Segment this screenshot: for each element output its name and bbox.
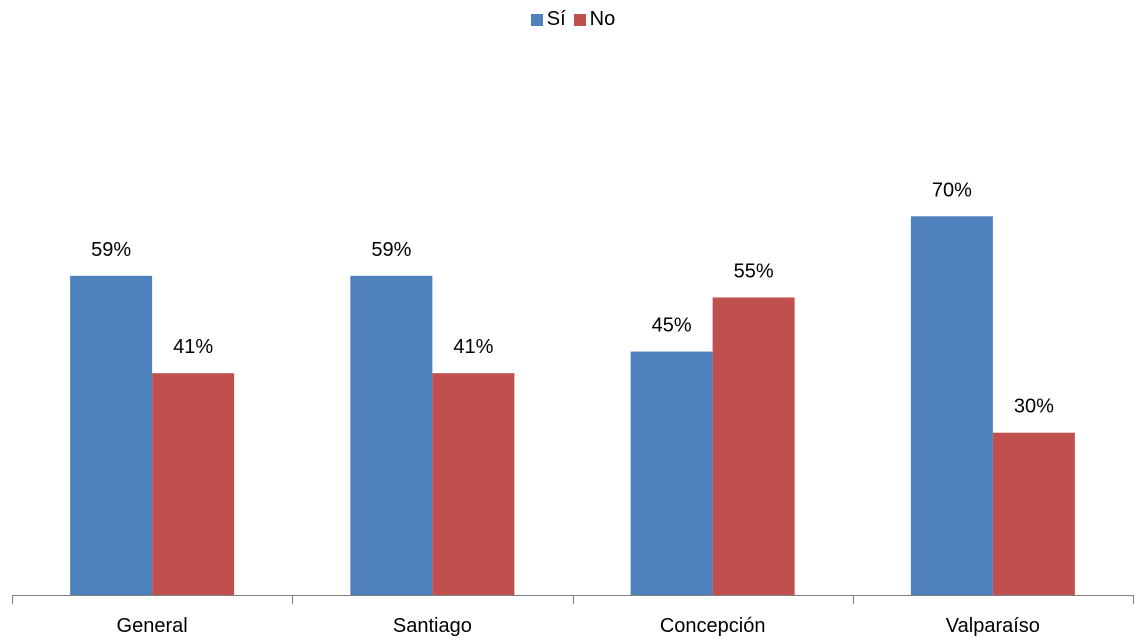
category-label-3: Valparaíso <box>946 615 1040 637</box>
legend-label-si: Sí <box>546 8 566 30</box>
category-label-0: General <box>117 615 188 637</box>
legend-label-no: No <box>589 8 616 30</box>
data-label-no-2: 55% <box>734 260 774 282</box>
category-label-1: Santiago <box>393 615 472 637</box>
bar-no-3 <box>992 432 1075 595</box>
bar-si-3 <box>910 216 993 596</box>
data-label-si-2: 45% <box>652 315 692 337</box>
legend: Sí No <box>0 8 1146 31</box>
bar-no-2 <box>712 297 795 595</box>
data-label-si-0: 59% <box>91 239 131 261</box>
bar-no-1 <box>432 373 515 595</box>
category-label-2: Concepción <box>660 615 766 637</box>
legend-swatch-si <box>530 13 543 26</box>
legend-entry-no: No <box>573 8 616 31</box>
legend-entry-si: Sí <box>530 8 566 31</box>
data-label-no-3: 30% <box>1014 396 1054 418</box>
bar-no-0 <box>152 373 235 595</box>
data-label-si-3: 70% <box>932 179 972 201</box>
bar-si-1 <box>350 275 433 595</box>
data-label-no-0: 41% <box>173 336 213 358</box>
data-label-no-1: 41% <box>453 336 493 358</box>
data-label-si-1: 59% <box>371 239 411 261</box>
bar-si-2 <box>630 351 713 595</box>
bar-si-0 <box>70 275 153 595</box>
legend-swatch-no <box>573 13 586 26</box>
